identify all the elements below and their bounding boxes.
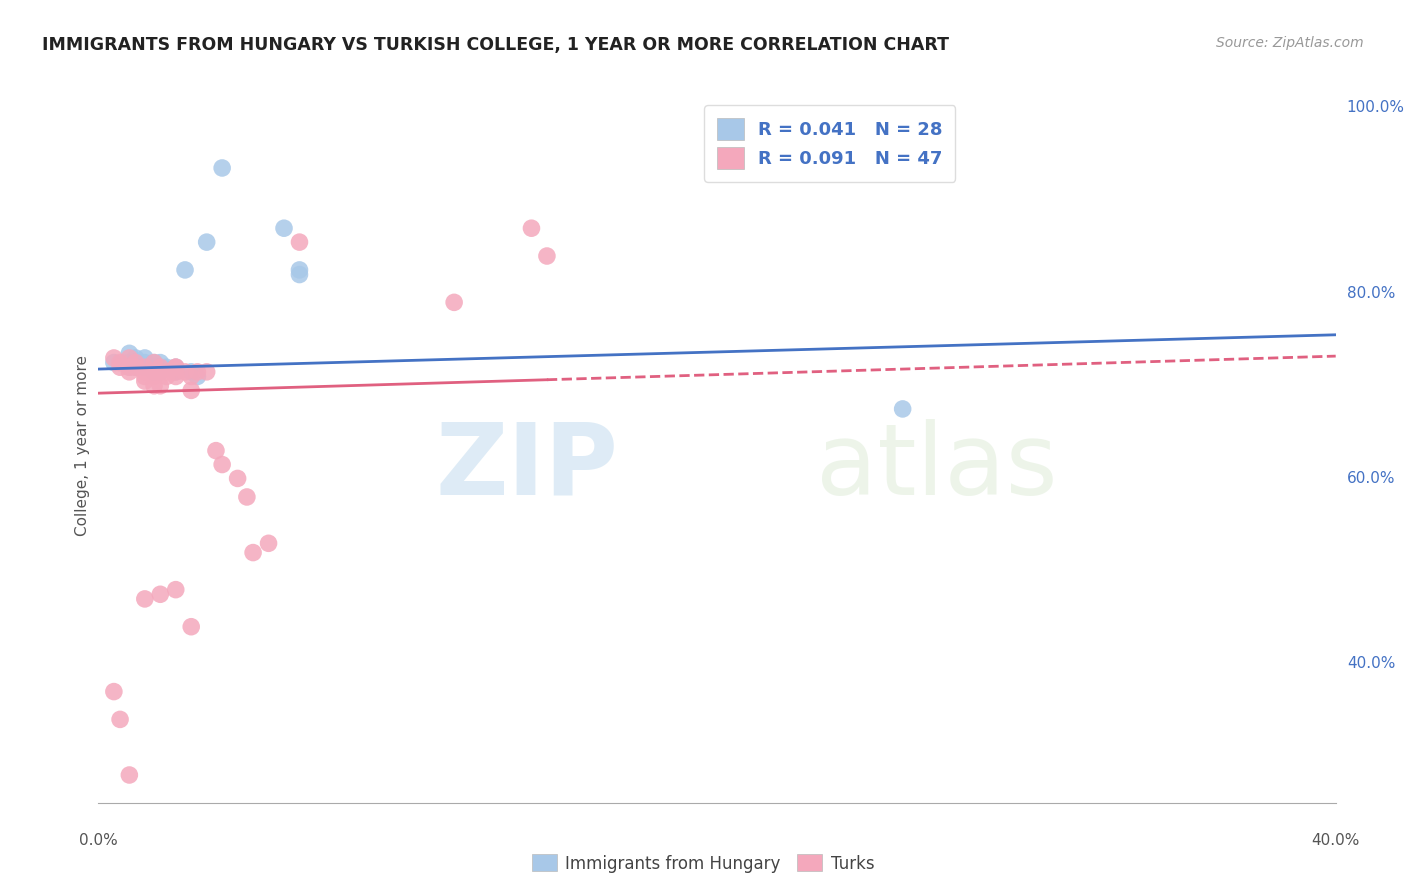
Point: [165, 582, 187, 597]
Point: [118, 768, 141, 782]
Point: [108, 360, 131, 375]
Y-axis label: College, 1 year or more: College, 1 year or more: [75, 356, 90, 536]
Point: [134, 351, 156, 365]
Point: [165, 365, 187, 379]
Point: [149, 360, 172, 375]
Point: [186, 365, 208, 379]
Point: [103, 684, 125, 698]
Point: [165, 365, 187, 379]
Text: 100.0%: 100.0%: [1347, 100, 1405, 115]
Text: 40.0%: 40.0%: [1312, 833, 1360, 848]
Point: [124, 360, 146, 375]
Point: [134, 591, 156, 606]
Point: [134, 360, 156, 375]
Point: [108, 355, 131, 369]
Text: ZIP: ZIP: [436, 419, 619, 516]
Text: 80.0%: 80.0%: [1347, 285, 1395, 301]
Point: [180, 365, 202, 379]
Point: [149, 360, 172, 375]
Point: [134, 369, 156, 384]
Point: [226, 471, 249, 485]
Point: [236, 490, 259, 504]
Point: [165, 360, 187, 375]
Point: [118, 351, 141, 365]
Point: [155, 365, 177, 379]
Point: [536, 249, 558, 263]
Point: [180, 620, 202, 634]
Point: [143, 378, 166, 392]
Point: [195, 235, 218, 249]
Point: [149, 587, 172, 601]
Point: [211, 458, 233, 472]
Text: atlas: atlas: [815, 419, 1057, 516]
Point: [118, 365, 141, 379]
Point: [103, 351, 125, 365]
Point: [288, 268, 311, 282]
Point: [155, 369, 177, 384]
Point: [257, 536, 280, 550]
Point: [143, 365, 166, 379]
Point: [149, 365, 172, 379]
Point: [149, 365, 172, 379]
Point: [165, 360, 187, 375]
Text: Source: ZipAtlas.com: Source: ZipAtlas.com: [1216, 36, 1364, 50]
Text: IMMIGRANTS FROM HUNGARY VS TURKISH COLLEGE, 1 YEAR OR MORE CORRELATION CHART: IMMIGRANTS FROM HUNGARY VS TURKISH COLLE…: [42, 36, 949, 54]
Point: [165, 360, 187, 375]
Point: [124, 355, 146, 369]
Point: [118, 355, 141, 369]
Point: [288, 263, 311, 277]
Point: [118, 360, 141, 375]
Point: [174, 263, 197, 277]
Point: [124, 360, 146, 375]
Legend: Immigrants from Hungary, Turks: Immigrants from Hungary, Turks: [526, 847, 880, 880]
Point: [118, 360, 141, 375]
Point: [149, 355, 172, 369]
Point: [180, 369, 202, 384]
Point: [143, 365, 166, 379]
Point: [520, 221, 543, 235]
Point: [124, 351, 146, 365]
Point: [180, 384, 202, 398]
Point: [143, 355, 166, 369]
Point: [103, 355, 125, 369]
Point: [443, 295, 465, 310]
Point: [242, 545, 264, 559]
Point: [143, 360, 166, 375]
Point: [149, 378, 172, 392]
Legend: R = 0.041   N = 28, R = 0.091   N = 47: R = 0.041 N = 28, R = 0.091 N = 47: [704, 105, 956, 182]
Point: [195, 365, 218, 379]
Point: [124, 355, 146, 369]
Point: [134, 374, 156, 388]
Point: [108, 712, 131, 726]
Point: [134, 360, 156, 375]
Point: [186, 369, 208, 384]
Point: [211, 161, 233, 175]
Text: 0.0%: 0.0%: [79, 833, 118, 848]
Point: [118, 346, 141, 360]
Point: [165, 369, 187, 384]
Point: [155, 360, 177, 375]
Point: [174, 365, 197, 379]
Point: [143, 369, 166, 384]
Point: [143, 355, 166, 369]
Point: [273, 221, 295, 235]
Text: 60.0%: 60.0%: [1347, 471, 1395, 486]
Point: [134, 365, 156, 379]
Text: 40.0%: 40.0%: [1347, 657, 1395, 672]
Point: [134, 355, 156, 369]
Point: [288, 235, 311, 249]
Point: [891, 401, 914, 416]
Point: [205, 443, 228, 458]
